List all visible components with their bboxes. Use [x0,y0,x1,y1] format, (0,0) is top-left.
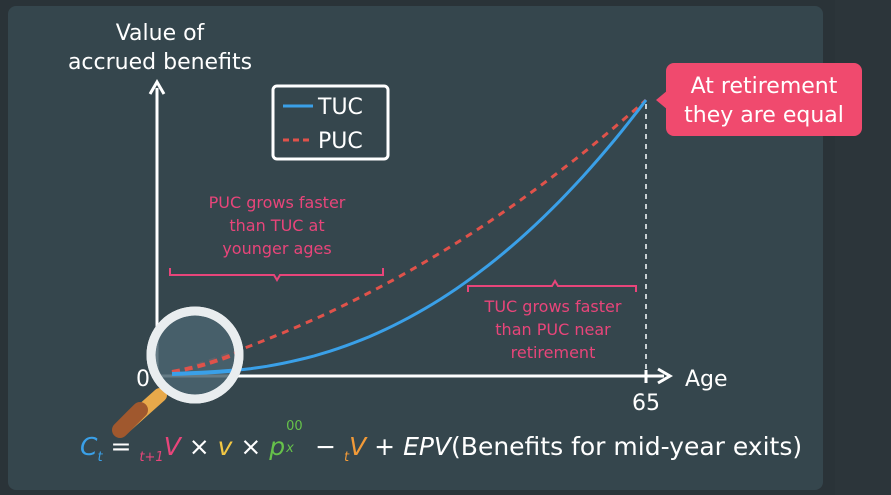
tuc-note-line2: than PUC near [495,320,611,339]
y-axis-arrow [148,79,166,95]
puc-bracket [169,268,384,282]
retirement-callout [666,63,862,136]
x-tick-label-0: 0 [136,367,150,392]
tuc-series-line [172,99,648,375]
tuc-note-line3: retirement [511,343,596,362]
x-axis-arrow [657,367,673,385]
puc-note-line2: than TUC at [229,216,324,235]
y-axis-label-line1: Value of [116,21,206,46]
formula-v1: V [163,432,181,461]
formula-p-sup: 00 [286,419,303,434]
puc-series-line [171,98,647,375]
formula-times1: × [180,432,218,461]
formula-p: p [269,432,286,461]
puc-note-line1: PUC grows faster [209,193,346,212]
formula-equals: = [102,432,140,461]
formula-paren: (Benefits for mid-year exits) [451,432,803,461]
magnifying-glass-icon [112,306,244,438]
formula-v2-sub: t [344,450,350,465]
x-axis-label: Age [685,367,728,392]
formula-p-sub: x [286,441,294,456]
callout-line2: they are equal [684,103,844,128]
formula-v2: V [349,432,367,461]
formula-v: v [217,432,233,461]
callout-line1: At retirement [691,74,838,99]
y-axis-label-line2: accrued benefits [68,50,252,75]
puc-note-line3: younger ages [222,239,331,258]
formula-times2: × [232,432,270,461]
legend-box [271,84,390,161]
x-tick-label-65: 65 [632,391,660,416]
legend-puc-label: PUC [318,129,363,154]
tuc-note-line1: TUC grows faster [484,297,622,316]
tuc-bracket [467,279,637,292]
formula-p-scripts: 00 x [285,419,307,456]
cashflow-formula: Ct = t+1V × v × p 00 x − tV + EPV(Benefits… [80,419,802,472]
formula-c-sub: t [97,450,103,465]
formula-minus: − [307,432,344,461]
callout-pointer [656,90,668,110]
formula-plus: + [366,432,404,461]
formula-c: C [80,432,98,461]
legend-tuc-label: TUC [317,95,363,120]
formula-v1-sub: t+1 [139,450,164,465]
formula-epv: EPV [403,432,452,461]
